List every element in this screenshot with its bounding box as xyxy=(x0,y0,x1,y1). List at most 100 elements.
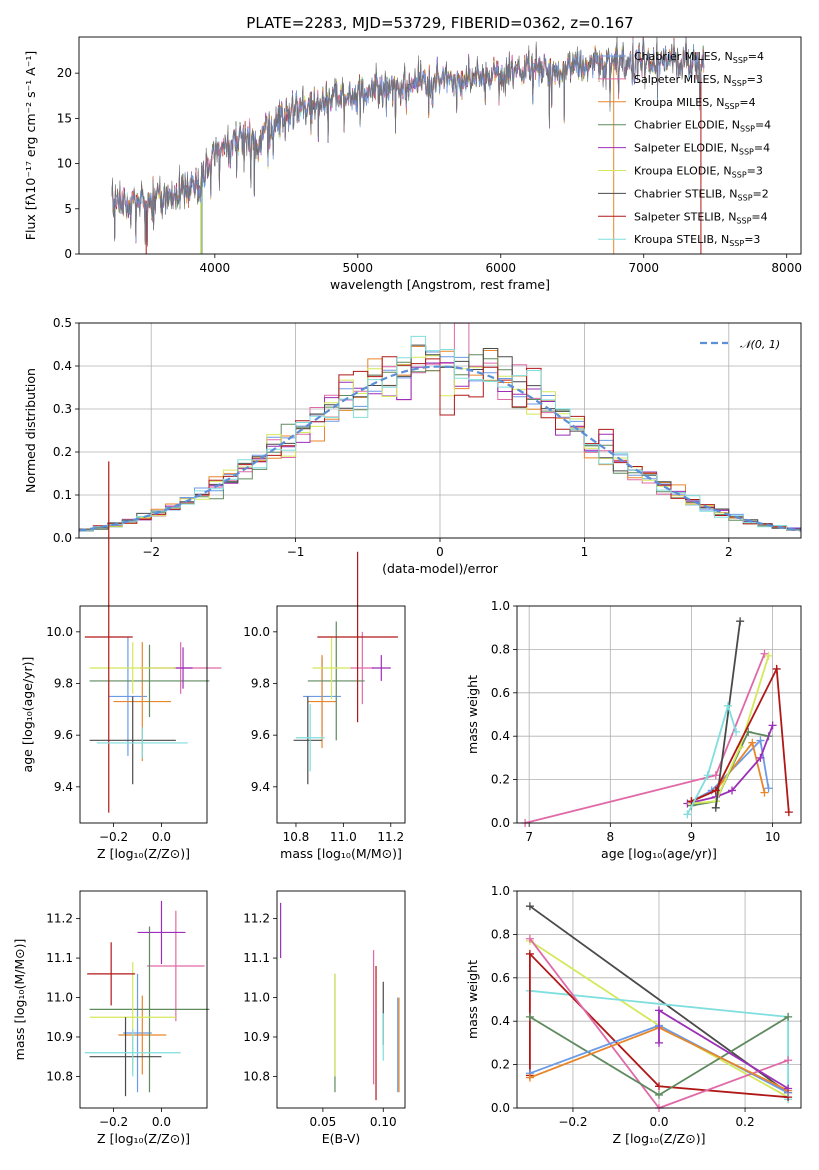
legend-entry-chabrier_elodie: Chabrier ELODIE, NSSP=4 xyxy=(634,119,771,134)
weight-marker-kroupa_stelib xyxy=(723,701,732,710)
weight-marker-salpeter_stelib xyxy=(711,786,720,795)
y-tick-label: 0.2 xyxy=(491,773,510,787)
x-tick-label: 2 xyxy=(725,545,733,559)
x-tick-label: 0 xyxy=(436,545,444,559)
weight-marker-chabrier_stelib xyxy=(525,902,534,911)
axes-frame xyxy=(276,890,406,1109)
legend-entry-salpeter_elodie: Salpeter ELODIE, NSSP=4 xyxy=(634,142,770,157)
legend-count: =3 xyxy=(744,233,760,246)
legend-text: Salpeter MILES, N xyxy=(634,73,732,86)
legend-subscript: SSP xyxy=(733,56,748,65)
weight-marker-kroupa_stelib xyxy=(683,810,692,819)
x-tick-label: 11.2 xyxy=(377,830,404,844)
z_weight-axes: −0.2 0.0 0.2 0.0 0.2 0.4 0.6 0.8 1.0 Z [log₁₀(Z/Z… xyxy=(465,884,802,1146)
y-tick-label: 1.0 xyxy=(491,884,510,898)
legend-entry-salpeter_stelib: Salpeter STELIB, NSSP=4 xyxy=(634,210,768,225)
y-axis-label: age [log₁₀(age/yr)] xyxy=(20,657,35,773)
x-tick-label: −1 xyxy=(287,545,305,559)
x-axis-label: Z [log₁₀(Z/Z⊙)] xyxy=(97,846,190,861)
weight-marker-kroupa_elodie xyxy=(764,651,773,660)
y-tick-label: 10.0 xyxy=(46,625,73,639)
weight-marker-kroupa_stelib xyxy=(703,771,712,780)
weight-marker-salpeter_elodie xyxy=(756,753,765,762)
legend-entry-chabrier_miles: Chabrier MILES, NSSP=4 xyxy=(634,50,764,65)
y-tick-label: 0.1 xyxy=(53,488,72,502)
weight-marker-chabrier_elodie xyxy=(784,1012,793,1021)
x-tick-label: −0.2 xyxy=(99,1115,128,1129)
y-tick-label: 11.2 xyxy=(46,912,73,926)
axes-frame xyxy=(516,890,802,1109)
weight-line-chabrier_stelib xyxy=(714,621,741,808)
y-tick-label: 0.8 xyxy=(491,927,510,941)
residuals-axes: −2 −1 0 1 2 0.0 0.1 0.2 0.3 0.4 0.5 (data-model)/er… xyxy=(23,316,802,576)
axes-frame xyxy=(79,890,208,1109)
axes-frame xyxy=(79,605,208,824)
weight-line-salpeter_stelib xyxy=(691,665,790,813)
x-tick-label: −0.2 xyxy=(99,830,128,844)
y-tick-label: 0.0 xyxy=(491,816,510,830)
y-tick-label: 0.4 xyxy=(491,729,510,743)
x-tick-label: 7000 xyxy=(628,261,659,275)
weight-marker-kroupa_miles xyxy=(525,1073,534,1082)
y-tick-label: 11.1 xyxy=(46,951,73,965)
y-tick-label: 20 xyxy=(57,66,72,80)
x-tick-label: −0.2 xyxy=(558,1115,587,1129)
y-tick-label: 9.8 xyxy=(54,677,73,691)
weight-marker-salpeter_stelib xyxy=(784,808,793,817)
weight-line-salpeter_elodie xyxy=(658,1008,789,1090)
y-tick-label: 9.6 xyxy=(251,728,270,742)
x-axis-label: age [log₁₀(age/yr)] xyxy=(601,846,717,861)
y-tick-label: 15 xyxy=(57,111,72,125)
legend-entry-kroupa_miles: Kroupa MILES, NSSP=4 xyxy=(634,96,756,111)
weight-marker-salpeter_stelib xyxy=(525,949,534,958)
legend-text: Chabrier ELODIE, N xyxy=(634,119,740,132)
x-tick-label: 10.8 xyxy=(283,830,310,844)
x-tick-label: 9 xyxy=(688,830,696,844)
weight-marker-chabrier_elodie xyxy=(655,1090,663,1099)
y-axis-label: mass weight xyxy=(465,960,480,1039)
y-tick-label: 0.0 xyxy=(491,1101,510,1115)
weight-marker-salpeter_elodie xyxy=(655,1006,663,1015)
legend-subscript: SSP xyxy=(740,125,755,134)
x-axis-label: mass [log₁₀(M/M⊙)] xyxy=(280,846,402,861)
y-tick-label: 0.5 xyxy=(53,316,72,330)
y-tick-label: 0.6 xyxy=(491,686,510,700)
weight-marker-chabrier_miles xyxy=(756,736,765,745)
legend-entry-chabrier_stelib: Chabrier STELIB, NSSP=2 xyxy=(634,187,769,202)
y-tick-label: 0.2 xyxy=(53,445,72,459)
weight-marker-salpeter_miles xyxy=(711,771,720,780)
y-tick-label: 9.4 xyxy=(251,780,270,794)
weight-marker-chabrier_elodie xyxy=(525,1012,534,1021)
legend-count: =4 xyxy=(755,119,771,132)
y-tick-label: 11.0 xyxy=(243,991,270,1005)
weight-marker-kroupa_miles xyxy=(760,788,769,797)
x-tick-label: 4000 xyxy=(200,261,231,275)
y-axis-label: mass [log₁₀(M/M⊙)] xyxy=(12,939,27,1061)
weight-line-kroupa_elodie xyxy=(691,655,770,805)
y-tick-label: 9.4 xyxy=(54,780,73,794)
y-tick-label: 11.1 xyxy=(243,951,270,965)
y-tick-label: 0 xyxy=(64,247,72,261)
legend-text: Kroupa MILES, N xyxy=(634,96,724,109)
histogram-kroupa_stelib xyxy=(79,335,801,532)
x-axis-label: (data-model)/error xyxy=(382,561,499,576)
y-tick-label: 10 xyxy=(57,157,72,171)
weight-marker-kroupa_stelib xyxy=(732,727,741,736)
axes-frame xyxy=(78,36,802,255)
x-tick-label: −2 xyxy=(142,545,160,559)
legend-count: =4 xyxy=(754,142,770,155)
x-tick-label: 8 xyxy=(606,830,614,844)
observed-spectrum-line xyxy=(111,37,705,247)
legend-subscript: SSP xyxy=(724,102,739,111)
y-tick-label: 10.9 xyxy=(243,1030,270,1044)
weight-marker-salpeter_miles xyxy=(784,1056,793,1065)
legend-subscript: SSP xyxy=(729,239,744,248)
y-tick-label: 5 xyxy=(64,202,72,216)
gaussian-curve xyxy=(78,365,802,532)
legend-text: Salpeter STELIB, N xyxy=(634,210,736,223)
legend-count: =3 xyxy=(747,73,763,86)
x-tick-label: 0.0 xyxy=(152,830,171,844)
legend-subscript: SSP xyxy=(732,79,747,88)
y-tick-label: 10.0 xyxy=(243,625,270,639)
